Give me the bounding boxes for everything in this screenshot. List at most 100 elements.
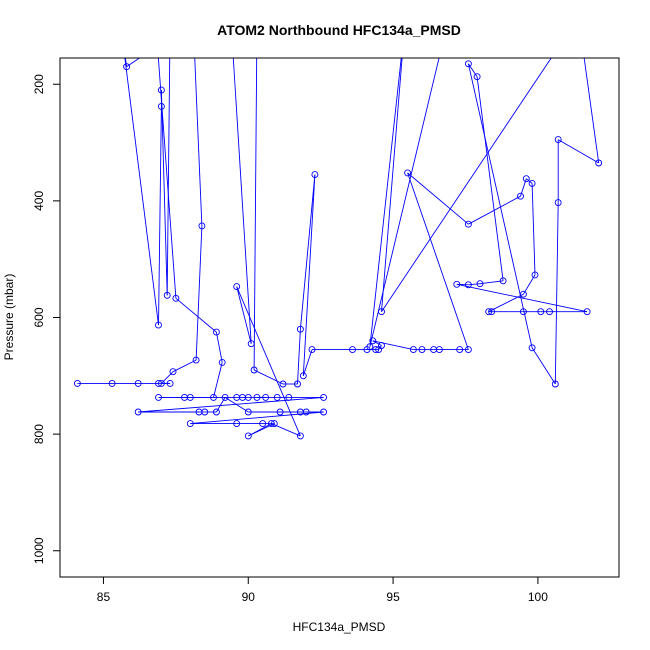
- x-tick-label: 90: [242, 590, 256, 604]
- data-point: [273, 393, 281, 401]
- series-segment: [583, 58, 600, 164]
- series-segment: [236, 286, 252, 344]
- data-point: [247, 340, 255, 348]
- data-point: [221, 393, 229, 401]
- data-point: [583, 308, 591, 316]
- series-segment: [248, 423, 272, 437]
- series-segment: [253, 58, 258, 371]
- series-segment: [372, 340, 382, 346]
- data-point: [554, 136, 562, 144]
- data-point: [546, 308, 553, 316]
- chart-title: ATOM2 Northbound HFC134a_PMSD: [217, 22, 461, 38]
- data-point: [551, 380, 559, 388]
- data-point: [378, 308, 385, 316]
- x-axis-label: HFC134a_PMSD: [293, 620, 386, 634]
- series-segment: [160, 90, 168, 296]
- series-segment: [172, 359, 197, 373]
- data-point: [73, 379, 81, 387]
- y-tick-label: 800: [32, 424, 46, 444]
- data-point: [435, 346, 443, 354]
- data-point: [155, 379, 162, 387]
- data-point: [172, 294, 180, 302]
- data-point: [259, 420, 267, 428]
- x-tick-label: 85: [97, 590, 111, 604]
- data-point: [320, 408, 328, 416]
- series-segment: [138, 396, 324, 413]
- data-point: [267, 420, 275, 428]
- data-point: [244, 393, 252, 401]
- series-segment: [126, 58, 141, 68]
- data-point: [186, 420, 194, 428]
- series-segment: [195, 225, 203, 361]
- data-point: [528, 344, 536, 352]
- series-segment: [124, 58, 128, 67]
- data-point: [250, 366, 258, 374]
- series-segment: [190, 411, 324, 425]
- data-point: [464, 220, 472, 228]
- data-point: [404, 169, 412, 177]
- data-point: [519, 290, 527, 298]
- series-segment: [175, 297, 217, 333]
- data-point: [456, 346, 464, 354]
- data-point: [476, 280, 484, 288]
- data-point: [369, 337, 377, 345]
- data-point: [519, 308, 527, 316]
- data-point: [488, 308, 496, 316]
- series-segment: [299, 174, 316, 330]
- data-point: [554, 199, 562, 207]
- series-segment: [476, 76, 504, 281]
- data-point: [233, 283, 241, 291]
- series-segment: [124, 58, 159, 326]
- series-segment: [215, 332, 223, 363]
- data-point: [320, 393, 328, 401]
- data-point: [123, 63, 131, 71]
- data-point: [528, 179, 536, 187]
- data-point: [537, 308, 545, 316]
- series-segment: [468, 63, 478, 77]
- series-segment: [531, 183, 536, 275]
- data-point: [155, 321, 162, 329]
- data-point: [253, 393, 261, 401]
- data-point: [296, 432, 304, 440]
- data-point: [276, 408, 284, 416]
- series-segment: [456, 283, 588, 313]
- series-segment: [479, 280, 504, 285]
- series-segment: [523, 274, 536, 295]
- data-point: [464, 60, 472, 68]
- data-point: [294, 380, 301, 388]
- series-segment: [554, 202, 559, 385]
- series-segment: [407, 172, 469, 350]
- data-point: [244, 432, 252, 440]
- data-point: [218, 358, 226, 366]
- data-point: [296, 325, 304, 333]
- data-point: [453, 280, 461, 288]
- series-segment: [526, 178, 533, 184]
- data-point: [517, 192, 524, 200]
- data-point: [157, 102, 165, 110]
- x-tick-label: 100: [528, 590, 548, 604]
- data-point: [409, 346, 417, 354]
- data-point: [531, 271, 539, 279]
- series-segment: [456, 283, 469, 286]
- series-segment: [381, 58, 403, 312]
- data-point: [181, 393, 188, 401]
- data-point: [473, 73, 481, 81]
- data-point: [522, 175, 530, 183]
- series-segment: [407, 172, 469, 225]
- series-segment: [253, 369, 284, 385]
- series-segment: [213, 362, 223, 398]
- data-point: [464, 281, 472, 289]
- data-point: [464, 346, 472, 354]
- y-tick-label: 400: [32, 191, 46, 211]
- data-point: [244, 408, 252, 416]
- series-segment: [369, 58, 402, 347]
- series-segment: [378, 345, 382, 350]
- data-point: [279, 380, 287, 388]
- series-segment: [369, 58, 440, 347]
- data-point: [134, 379, 142, 387]
- data-point: [418, 346, 426, 354]
- data-point: [349, 346, 356, 354]
- series-segment: [372, 340, 414, 351]
- plot-area-frame: [59, 57, 620, 578]
